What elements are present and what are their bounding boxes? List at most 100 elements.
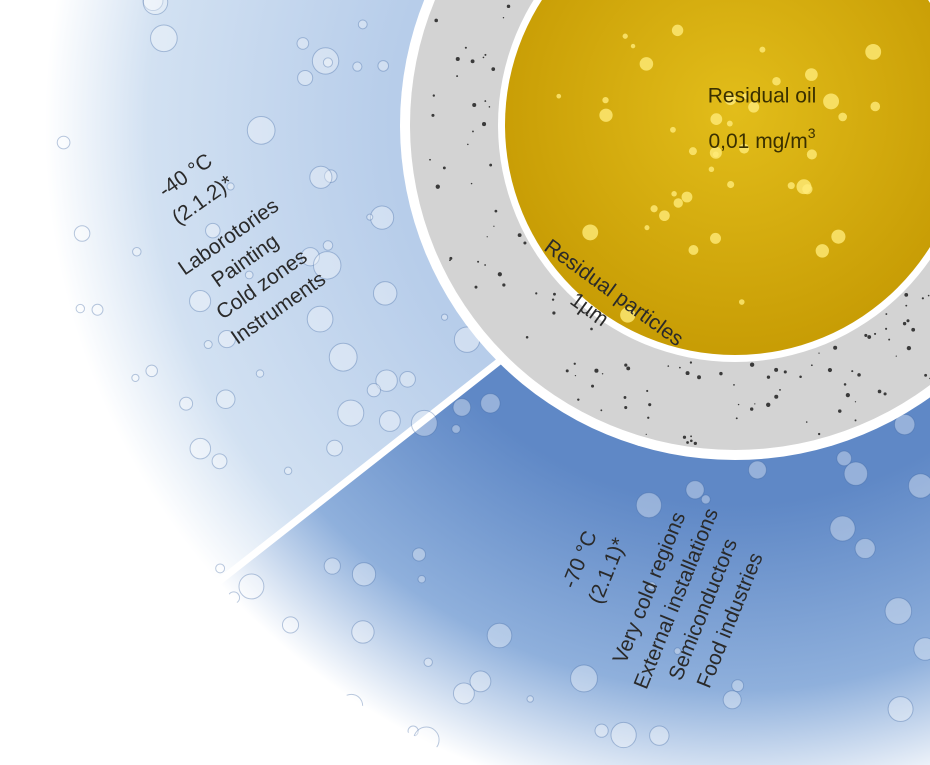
oil-droplet — [823, 93, 840, 110]
speck — [647, 416, 650, 419]
droplet — [15, 241, 29, 255]
speck — [766, 402, 771, 407]
speck — [551, 298, 555, 301]
speck — [493, 225, 495, 227]
droplet — [673, 647, 682, 655]
oil-droplet — [639, 57, 654, 71]
droplet — [357, 19, 368, 30]
oil-droplet — [727, 180, 735, 189]
droplet — [570, 664, 598, 693]
droplet — [343, 711, 368, 737]
droplet — [700, 494, 711, 505]
speck — [535, 292, 538, 295]
speck — [434, 18, 438, 23]
droplet — [45, 304, 56, 327]
droplet — [423, 657, 433, 667]
speck — [594, 368, 599, 373]
speck — [502, 283, 506, 287]
speck — [885, 313, 888, 315]
droplet — [594, 723, 609, 738]
droplet — [854, 537, 876, 560]
droplet — [205, 222, 221, 239]
droplet — [913, 637, 930, 661]
droplet — [215, 563, 226, 574]
oil-droplet — [671, 24, 684, 37]
oil-droplet — [759, 46, 766, 53]
speck — [895, 355, 897, 357]
droplet — [410, 409, 438, 437]
speck — [843, 383, 847, 386]
speck — [525, 335, 529, 339]
droplet — [372, 281, 398, 306]
droplet — [0, 365, 8, 381]
oil-droplet — [688, 147, 697, 156]
oil-droplet — [681, 191, 693, 203]
divider — [167, 342, 523, 623]
speck — [879, 391, 882, 393]
droplet — [122, 510, 145, 533]
droplet — [413, 726, 440, 754]
speck — [902, 321, 907, 326]
droplet — [748, 460, 767, 480]
oil-droplet — [602, 96, 609, 104]
droplet — [213, 667, 231, 686]
droplet — [8, 183, 17, 192]
speck — [689, 361, 693, 364]
droplet — [148, 599, 168, 619]
oil-droplets — [556, 24, 882, 323]
speck — [766, 375, 771, 379]
oil-droplet — [582, 224, 599, 241]
droplet — [114, 543, 135, 564]
oil-droplet — [659, 210, 670, 222]
speck — [489, 163, 493, 167]
core-value-text: 0,01 mg/m — [708, 130, 807, 153]
droplet — [91, 303, 104, 316]
speck — [733, 384, 735, 386]
oil-droplet — [724, 93, 737, 106]
droplet — [722, 690, 742, 710]
speck — [601, 373, 604, 375]
droplet — [649, 725, 670, 746]
speck — [431, 113, 435, 117]
droplet — [306, 305, 334, 333]
speck — [565, 369, 569, 373]
droplet — [352, 61, 363, 72]
droplet — [635, 492, 662, 519]
droplet — [300, 247, 320, 267]
droplet — [208, 630, 220, 641]
droplet — [369, 205, 395, 230]
oil-droplet — [710, 232, 721, 244]
droplet — [323, 557, 341, 575]
droplet — [238, 573, 265, 600]
speck — [455, 57, 460, 62]
droplet — [297, 69, 314, 87]
speck — [591, 384, 595, 388]
speck — [854, 401, 857, 403]
speck — [693, 441, 697, 445]
speck — [833, 345, 838, 350]
droplet — [647, 581, 657, 591]
droplet — [351, 620, 375, 644]
droplet — [142, 0, 169, 16]
speck — [888, 338, 891, 341]
speck — [432, 94, 435, 97]
speck — [818, 352, 820, 354]
droplet — [198, 585, 221, 608]
oil-droplet — [870, 101, 881, 112]
droplet — [19, 372, 35, 388]
oil-droplet — [748, 101, 760, 113]
droplet — [63, 662, 84, 683]
speck — [449, 259, 451, 262]
speck — [927, 294, 930, 297]
speck — [924, 373, 928, 377]
speck — [827, 367, 833, 373]
speck — [719, 371, 723, 376]
speck — [523, 241, 527, 245]
speck — [577, 398, 580, 401]
droplet — [322, 240, 334, 251]
speck — [442, 166, 446, 170]
speck — [906, 319, 910, 323]
speck — [885, 327, 888, 330]
speck — [690, 439, 693, 443]
speck — [810, 364, 813, 367]
